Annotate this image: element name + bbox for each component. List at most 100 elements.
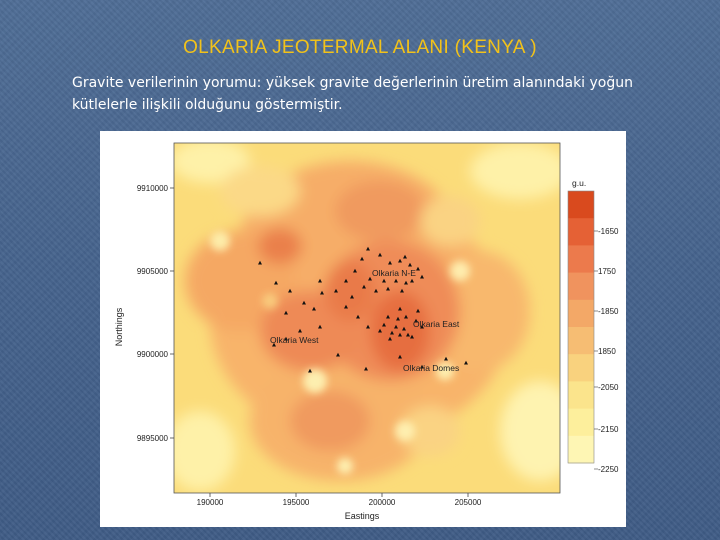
well-marker (344, 304, 348, 309)
well-marker (366, 324, 370, 329)
well-marker (353, 268, 357, 273)
place-label-olkaria-west: Olkaria West (270, 335, 319, 345)
legend-swatch (568, 245, 594, 274)
legend-label: -2250 (598, 465, 619, 474)
well-marker (464, 360, 468, 365)
y-axis-title: Northings (114, 307, 124, 346)
place-label-olkaria-domes: Olkaria Domes (403, 363, 459, 373)
well-marker (410, 278, 414, 283)
well-marker (404, 280, 408, 285)
well-marker (274, 280, 278, 285)
well-marker (388, 260, 392, 265)
place-label-olkaria-ne: Olkaria N-E (372, 268, 416, 278)
well-marker (394, 278, 398, 283)
well-marker (258, 260, 262, 265)
well-marker (320, 290, 324, 295)
well-marker (420, 324, 424, 329)
well-marker (396, 316, 400, 321)
well-marker (388, 336, 392, 341)
well-marker (308, 368, 312, 373)
color-legend: -1650 1750 -1850 1850 -2050 -2150 -2250 (567, 190, 619, 474)
well-marker (336, 352, 340, 357)
legend-swatch (568, 354, 594, 382)
well-marker (404, 314, 408, 319)
well-marker (356, 314, 360, 319)
gravity-contour-field (174, 143, 560, 493)
well-marker (444, 356, 448, 361)
legend-label: 1750 (598, 267, 616, 276)
well-marker (288, 288, 292, 293)
well-marker (362, 284, 366, 289)
well-marker (378, 252, 382, 257)
well-marker (416, 266, 420, 271)
well-marker (394, 324, 398, 329)
legend-swatch (568, 435, 594, 464)
well-marker (368, 276, 372, 281)
well-marker (374, 288, 378, 293)
legend-label: -2050 (598, 383, 619, 392)
well-marker (420, 274, 424, 279)
well-marker (360, 256, 364, 261)
legend-swatch (568, 408, 594, 437)
slide-title: OLKARIA JEOTERMAL ALANI (KENYA ) (183, 37, 537, 58)
y-tick-label: 9900000 (137, 350, 169, 359)
legend-unit: g.u. (572, 178, 586, 188)
well-marker (366, 246, 370, 251)
well-marker (334, 288, 338, 293)
well-marker (272, 342, 276, 347)
well-marker (284, 336, 288, 341)
well-marker (312, 306, 316, 311)
well-marker (390, 330, 394, 335)
well-marker (420, 364, 424, 369)
well-marker (398, 306, 402, 311)
well-marker (382, 278, 386, 283)
well-marker (402, 326, 406, 331)
well-marker (318, 324, 322, 329)
x-tick-label: 205000 (455, 498, 482, 507)
legend-swatch (568, 299, 594, 328)
well-marker (406, 332, 410, 337)
well-marker (378, 328, 382, 333)
y-tick-label: 9895000 (137, 434, 169, 443)
legend-swatch (568, 218, 594, 246)
well-marker (398, 354, 402, 359)
well-marker (398, 332, 402, 337)
gravity-map-figure: 9910000 9905000 9900000 9895000 Northing… (100, 131, 626, 527)
well-marker (382, 322, 386, 327)
legend-label: -1850 (598, 307, 619, 316)
x-tick-label: 190000 (197, 498, 224, 507)
x-tick-label: 200000 (369, 498, 396, 507)
well-marker (364, 366, 368, 371)
well-marker (344, 278, 348, 283)
legend-swatch (568, 191, 594, 219)
legend-swatch (568, 327, 594, 355)
x-axis-title: Eastings (345, 511, 380, 521)
place-label-olkaria-east: Olkaria East (413, 319, 460, 329)
y-tick-label: 9910000 (137, 184, 169, 193)
legend-frame (567, 190, 595, 464)
well-marker (284, 310, 288, 315)
well-marker (416, 308, 420, 313)
legend-label: 1850 (598, 347, 616, 356)
slide-caption: Gravite verilerinin yorumu: yüksek gravi… (72, 75, 633, 113)
well-marker (298, 328, 302, 333)
well-marker (302, 300, 306, 305)
well-marker (403, 254, 407, 259)
well-marker (410, 334, 414, 339)
well-marker (408, 262, 412, 267)
legend-label: -1650 (598, 227, 619, 236)
gravity-map-svg: 9910000 9905000 9900000 9895000 Northing… (114, 142, 619, 521)
well-marker (398, 258, 402, 263)
well-marker (350, 294, 354, 299)
legend-label: -2150 (598, 425, 619, 434)
well-marker (414, 318, 418, 323)
x-tick-label: 195000 (283, 498, 310, 507)
map-frame (173, 142, 561, 494)
axis-tick-marks (170, 187, 469, 497)
well-marker (386, 286, 390, 291)
well-marker (318, 278, 322, 283)
well-marker (400, 288, 404, 293)
y-tick-label: 9905000 (137, 267, 169, 276)
well-marker (386, 314, 390, 319)
legend-swatch (568, 381, 594, 410)
